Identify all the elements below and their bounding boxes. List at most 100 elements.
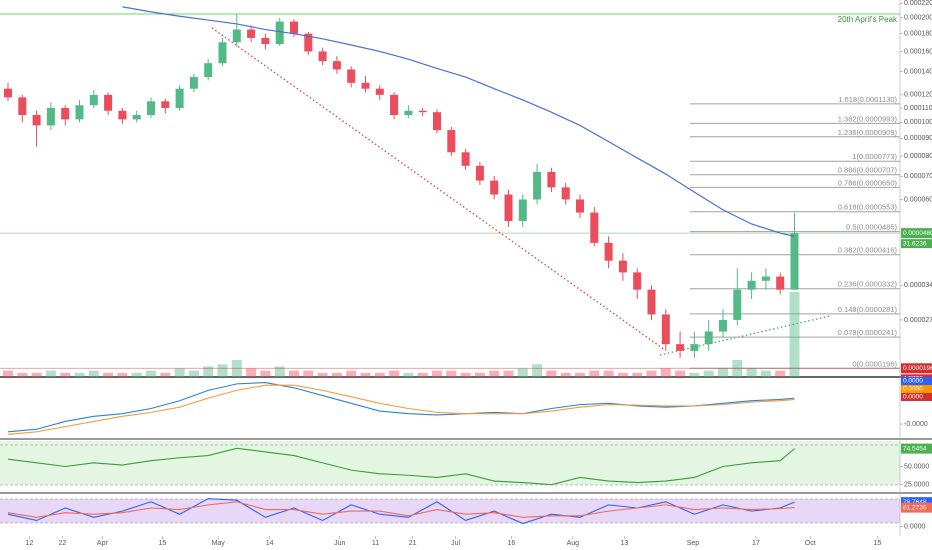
y-tick-label: 50.0000	[904, 463, 929, 470]
fib-label: 0.382(0.0000416)	[838, 246, 898, 255]
volume-bar	[60, 372, 71, 377]
volume-bar	[3, 370, 13, 377]
y-tick-label: -0.0000	[904, 421, 928, 428]
stoch-tag	[901, 497, 932, 508]
candle-body	[218, 42, 227, 64]
candle-body	[776, 276, 785, 290]
candle-body	[247, 29, 256, 38]
macd-tag-label: 0.0000	[903, 378, 923, 385]
candle-body	[747, 280, 756, 290]
candle-body	[275, 21, 284, 45]
x-tick-label: Sep	[687, 540, 700, 547]
candle-body	[704, 331, 713, 345]
candle-body	[490, 180, 499, 195]
candle-body	[147, 101, 155, 116]
candle-body	[461, 152, 470, 166]
volume-bar	[689, 372, 700, 377]
stoch-line	[7, 501, 795, 518]
volume-bar	[246, 368, 257, 377]
candle-body	[390, 94, 399, 116]
moving-average	[122, 6, 795, 237]
macd-line	[7, 382, 795, 433]
candle-body	[404, 110, 413, 116]
candle-body	[518, 199, 527, 222]
candle-body	[75, 105, 84, 120]
candle-body	[418, 110, 427, 113]
volume-bar	[45, 370, 56, 377]
trendline	[211, 27, 666, 351]
x-tick-label: May	[212, 540, 226, 547]
rsi-tag-label: 74.5454	[903, 445, 927, 452]
volume-bar	[103, 372, 114, 377]
candle-body	[132, 115, 141, 120]
volume-bar	[760, 370, 771, 377]
volume-bar	[560, 372, 571, 377]
y-tick-label: 25.0000	[904, 482, 929, 489]
candle-body	[604, 242, 613, 261]
volume-bar	[74, 372, 85, 377]
price-tag-label: 0.0000480	[903, 230, 932, 237]
volume-bar	[403, 372, 414, 377]
candle-body	[561, 187, 570, 200]
candle-body	[175, 88, 184, 108]
volume-bar	[532, 364, 543, 377]
stoch-tag	[901, 502, 932, 513]
price-tag	[901, 363, 932, 374]
volume-bar	[274, 366, 285, 377]
x-tick-label: Apr	[97, 540, 109, 547]
volume-bar	[503, 370, 514, 377]
y-tick-label: 0.0000	[904, 524, 926, 531]
candle-body	[447, 130, 456, 153]
candle-body	[533, 171, 542, 200]
volume-bar	[746, 368, 757, 377]
candle-body	[618, 260, 627, 273]
volume-bar	[460, 372, 471, 377]
candle-body	[89, 94, 98, 106]
candle-body	[104, 94, 113, 111]
candle-body	[4, 88, 12, 98]
rsi-tag	[901, 443, 932, 454]
volume-bar	[260, 370, 271, 377]
fib-label: 0.786(0.0000650)	[838, 178, 898, 187]
candle-body	[647, 289, 656, 315]
candle-body	[661, 314, 670, 345]
volume-bar	[389, 370, 400, 377]
price-tag	[901, 228, 932, 239]
volume-bar	[617, 372, 628, 377]
macd-tag-label: 0.0000	[903, 394, 923, 401]
candle-body	[576, 199, 584, 213]
x-tick-label: Oct	[805, 540, 816, 547]
candle-body	[318, 51, 327, 62]
candle-body	[504, 194, 513, 222]
volume-bar	[17, 372, 28, 377]
candle-body	[204, 63, 213, 78]
volume-bar	[160, 372, 171, 377]
candle-body	[46, 107, 55, 126]
volume-bar	[203, 366, 214, 377]
volume-bar	[188, 370, 199, 377]
fib-label: 0.078(0.0000241)	[838, 328, 898, 337]
candle-body	[547, 171, 556, 188]
x-tick-label: 14	[266, 540, 274, 547]
volume-bar	[575, 372, 585, 377]
candle-body	[719, 319, 727, 332]
volume-bar	[517, 368, 528, 377]
volume-bar	[117, 372, 128, 377]
price-tag-label: 0.0000196	[903, 365, 932, 372]
x-tick-label: Jul	[451, 540, 460, 547]
fib-label: 0.148(0.0000281)	[838, 305, 898, 314]
volume-bar	[289, 370, 299, 377]
volume-bar	[174, 368, 185, 377]
volume-tag-label: 31.6236	[903, 240, 927, 247]
volume-tag	[901, 239, 932, 249]
candle-body	[304, 33, 313, 52]
volume-bar	[446, 370, 457, 377]
rsi-line	[7, 447, 795, 486]
